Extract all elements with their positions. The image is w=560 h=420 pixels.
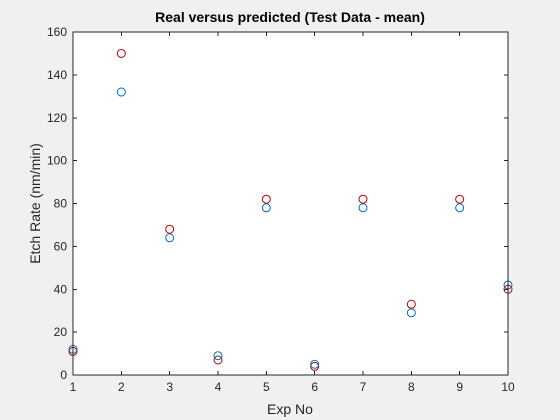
series-1-point-9 — [455, 194, 465, 204]
y-tick-label-3: 60 — [54, 239, 68, 253]
series-1-point-4 — [213, 355, 223, 365]
y-tick-label-8: 160 — [47, 25, 67, 39]
x-tick-label-9: 10 — [501, 380, 515, 394]
plot-area — [73, 32, 508, 375]
series-2-point-2 — [116, 87, 126, 97]
series-1-point-5 — [261, 194, 271, 204]
x-axis-label: Exp No — [267, 401, 313, 417]
series-2-point-4 — [213, 351, 223, 361]
y-tick-label-2: 40 — [54, 282, 68, 296]
plot-frame — [72, 31, 509, 376]
series-2-point-3 — [165, 233, 175, 243]
x-tick-label-0: 1 — [70, 380, 77, 394]
markers-layer — [68, 48, 513, 371]
chart-title: Real versus predicted (Test Data - mean) — [155, 9, 425, 25]
series-1-point-3 — [165, 224, 175, 234]
x-tick-label-8: 9 — [456, 380, 463, 394]
y-tick-label-5: 100 — [47, 154, 67, 168]
series-2-point-9 — [455, 203, 465, 213]
y-tick-label-1: 20 — [54, 325, 68, 339]
series-1-point-7 — [358, 194, 368, 204]
y-tick-label-6: 120 — [47, 111, 67, 125]
series-2-point-8 — [406, 308, 416, 318]
x-tick-label-3: 4 — [215, 380, 222, 394]
y-axis-label: Etch Rate (nm/min) — [27, 143, 43, 264]
y-tick-label-0: 0 — [60, 368, 67, 382]
y-tick-label-4: 80 — [54, 197, 68, 211]
series-2-point-6 — [310, 359, 320, 369]
y-tick-label-7: 140 — [47, 68, 67, 82]
series-2-point-7 — [358, 203, 368, 213]
x-tick-label-1: 2 — [118, 380, 125, 394]
series-1-point-2 — [116, 48, 126, 58]
x-tick-label-4: 5 — [263, 380, 270, 394]
x-tick-label-5: 6 — [311, 380, 318, 394]
x-tick-label-7: 8 — [408, 380, 415, 394]
x-tick-label-2: 3 — [166, 380, 173, 394]
series-2-point-5 — [261, 203, 271, 213]
x-tick-label-6: 7 — [360, 380, 367, 394]
series-1-point-6 — [310, 361, 320, 371]
series-1-point-8 — [406, 299, 416, 309]
